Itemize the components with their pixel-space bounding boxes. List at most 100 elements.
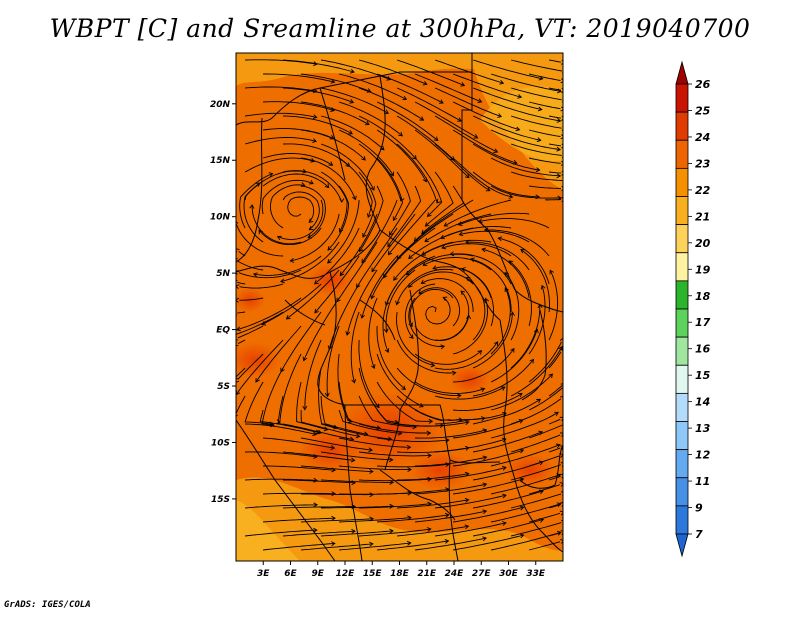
streamline bbox=[283, 479, 356, 484]
streamline-arrow bbox=[430, 362, 436, 368]
lon-label: 3E bbox=[257, 569, 270, 579]
streamline bbox=[287, 196, 315, 223]
streamline bbox=[473, 490, 544, 509]
streamline-arrow bbox=[538, 460, 544, 466]
streamline bbox=[377, 514, 449, 523]
streamline bbox=[548, 504, 561, 509]
streamline-arrow bbox=[313, 502, 318, 508]
streamline-arrow bbox=[421, 251, 427, 256]
streamline bbox=[376, 101, 439, 141]
streamline bbox=[414, 129, 470, 179]
streamline-arrow bbox=[450, 155, 455, 161]
streamline-arrow bbox=[473, 134, 479, 139]
streamline-arrow bbox=[236, 335, 239, 341]
streamline-arrow bbox=[426, 430, 432, 436]
streamline bbox=[414, 101, 478, 139]
streamline bbox=[473, 431, 543, 453]
streamline bbox=[490, 474, 561, 495]
streamline bbox=[296, 381, 328, 431]
streamline-arrow bbox=[518, 419, 524, 424]
streamline bbox=[491, 503, 561, 523]
streamline bbox=[339, 542, 411, 551]
streamline bbox=[338, 129, 394, 176]
streamline bbox=[548, 385, 562, 397]
streamline-arrow bbox=[255, 182, 261, 187]
streamline bbox=[244, 137, 317, 145]
streamline-arrow bbox=[539, 489, 544, 495]
streamline bbox=[528, 541, 561, 551]
streamline-arrow bbox=[408, 322, 413, 328]
streamline-arrow bbox=[477, 350, 483, 355]
streamline-arrow bbox=[560, 106, 563, 112]
streamline bbox=[466, 241, 530, 271]
streamline-arrow bbox=[276, 235, 282, 241]
streamline bbox=[425, 297, 451, 325]
streamline bbox=[376, 73, 444, 104]
streamline bbox=[528, 341, 562, 383]
streamline bbox=[245, 529, 317, 537]
streamline-arrow bbox=[386, 76, 392, 81]
streamline bbox=[435, 341, 498, 370]
streamline-arrow bbox=[255, 377, 260, 383]
streamline-arrow bbox=[370, 294, 375, 300]
streamline bbox=[510, 304, 541, 369]
streamline-arrow bbox=[529, 358, 534, 364]
streamline-arrow bbox=[549, 269, 554, 275]
streamline bbox=[459, 230, 530, 243]
streamline bbox=[510, 464, 561, 481]
streamline-arrow bbox=[408, 254, 413, 260]
streamline bbox=[370, 241, 416, 299]
streamline bbox=[528, 512, 561, 523]
streamline bbox=[450, 253, 512, 285]
streamline bbox=[263, 101, 335, 112]
streamline bbox=[261, 179, 314, 215]
streamline-arrow bbox=[510, 311, 515, 316]
streamline bbox=[346, 269, 378, 336]
streamline-arrow bbox=[312, 138, 317, 143]
streamline bbox=[414, 381, 485, 394]
streamline bbox=[244, 157, 315, 173]
streamline bbox=[549, 59, 561, 63]
streamline bbox=[377, 463, 450, 468]
lon-label: 15E bbox=[363, 569, 383, 579]
streamline bbox=[261, 283, 322, 326]
streamline-arrow bbox=[482, 509, 488, 515]
streamline bbox=[435, 438, 506, 453]
streamline bbox=[358, 59, 427, 85]
streamline-arrow bbox=[500, 386, 506, 391]
streamline bbox=[245, 423, 317, 435]
streamline-arrow bbox=[384, 109, 389, 114]
streamline-arrow bbox=[458, 231, 464, 237]
streamline bbox=[453, 534, 524, 551]
streamline-arrow bbox=[339, 198, 345, 203]
streamline-arrow bbox=[464, 524, 470, 530]
streamline bbox=[338, 409, 402, 434]
colorbar-label: 23 bbox=[695, 157, 711, 170]
streamline-arrow bbox=[568, 184, 571, 188]
streamline bbox=[408, 297, 445, 347]
streamline-arrow bbox=[361, 155, 366, 161]
streamline-arrow bbox=[327, 245, 333, 251]
streamline-arrow bbox=[249, 204, 255, 209]
streamline bbox=[520, 249, 550, 313]
streamline bbox=[491, 531, 562, 551]
streamline bbox=[361, 255, 398, 319]
streamline bbox=[473, 461, 543, 481]
streamline bbox=[263, 73, 335, 83]
streamline-arrow bbox=[493, 148, 499, 153]
streamline bbox=[453, 419, 523, 439]
streamline bbox=[528, 101, 561, 110]
streamline-arrow bbox=[236, 270, 240, 275]
colorbar-segment bbox=[675, 280, 689, 310]
lon-label: 21E bbox=[417, 569, 437, 579]
streamline-arrow bbox=[558, 345, 563, 351]
streamline bbox=[338, 381, 381, 429]
streamline bbox=[236, 311, 284, 335]
streamline bbox=[435, 290, 470, 341]
streamline-arrow bbox=[565, 266, 569, 270]
streamline-arrow bbox=[285, 315, 291, 320]
streamline bbox=[435, 412, 507, 425]
streamline bbox=[415, 456, 487, 467]
streamline-arrow bbox=[313, 279, 319, 285]
streamline bbox=[528, 285, 546, 355]
